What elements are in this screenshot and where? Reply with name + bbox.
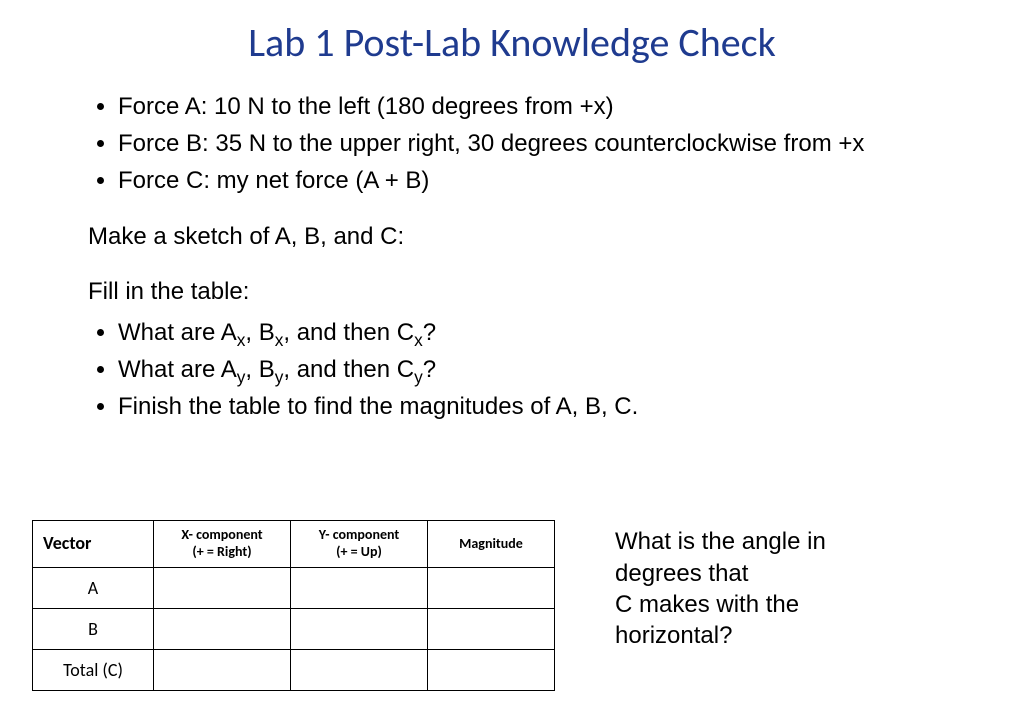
subscript: x: [414, 330, 423, 350]
text-fragment: What are A: [118, 356, 237, 383]
table-row: B: [33, 609, 555, 650]
text-line: C makes with the: [615, 591, 799, 618]
cell-y: [291, 609, 428, 650]
cell-x: [154, 650, 291, 691]
text-line: What is the angle in: [615, 528, 826, 555]
table-row: A: [33, 568, 555, 609]
text-fragment: , and then C: [283, 356, 414, 383]
table-header-row: Vector X- component (+ = Right) Y- compo…: [33, 521, 555, 568]
bullet-item: Force C: my net force (A + B): [118, 165, 936, 196]
text-fragment: , B: [245, 356, 274, 383]
content-body: Force A: 10 N to the left (180 degrees f…: [0, 91, 1024, 423]
text-fragment: ?: [423, 319, 436, 346]
text-fragment: ?: [423, 356, 436, 383]
cell-y: [291, 650, 428, 691]
sketch-instruction: Make a sketch of A, B, and C:: [88, 221, 936, 252]
text-line: degrees that: [615, 560, 748, 587]
vector-table: Vector X- component (+ = Right) Y- compo…: [32, 520, 555, 691]
slide: Lab 1 Post-Lab Knowledge Check Force A: …: [0, 0, 1024, 717]
cell-mag: [428, 650, 555, 691]
cell-x: [154, 568, 291, 609]
row-label: A: [33, 568, 154, 609]
text-fragment: (+ = Right): [192, 543, 251, 560]
cell-mag: [428, 568, 555, 609]
table-row: Total (C): [33, 650, 555, 691]
bullet-item: Force B: 35 N to the upper right, 30 deg…: [118, 128, 936, 159]
text-fragment: , and then C: [283, 319, 414, 346]
col-header-vector: Vector: [33, 521, 154, 568]
bullet-item: Force A: 10 N to the left (180 degrees f…: [118, 91, 936, 122]
col-header-magnitude: Magnitude: [428, 521, 555, 568]
bullet-list-top: Force A: 10 N to the left (180 degrees f…: [88, 91, 936, 197]
bullet-item-x-components: What are Ax, Bx, and then Cx?: [118, 317, 936, 348]
col-header-y: Y- component (+ = Up): [291, 521, 428, 568]
text-fragment: What are A: [118, 319, 237, 346]
bullet-item-y-components: What are Ay, By, and then Cy?: [118, 354, 936, 385]
angle-question: What is the angle in degrees that C make…: [615, 520, 826, 651]
page-title: Lab 1 Post-Lab Knowledge Check: [0, 0, 1024, 77]
text-fragment: X- component: [181, 526, 262, 543]
cell-x: [154, 609, 291, 650]
col-header-x: X- component (+ = Right): [154, 521, 291, 568]
cell-mag: [428, 609, 555, 650]
lower-row: Vector X- component (+ = Right) Y- compo…: [32, 520, 826, 691]
row-label: B: [33, 609, 154, 650]
row-label: Total (C): [33, 650, 154, 691]
bullet-item-magnitudes: Finish the table to find the magnitudes …: [118, 391, 936, 422]
bullet-list-bottom: What are Ax, Bx, and then Cx? What are A…: [88, 317, 936, 423]
text-fragment: , B: [245, 319, 274, 346]
text-fragment: Y- component: [319, 526, 400, 543]
fill-table-instruction: Fill in the table:: [88, 276, 936, 307]
text-fragment: (+ = Up): [336, 543, 382, 560]
subscript: y: [414, 367, 423, 387]
text-line: horizontal?: [615, 622, 732, 649]
cell-y: [291, 568, 428, 609]
